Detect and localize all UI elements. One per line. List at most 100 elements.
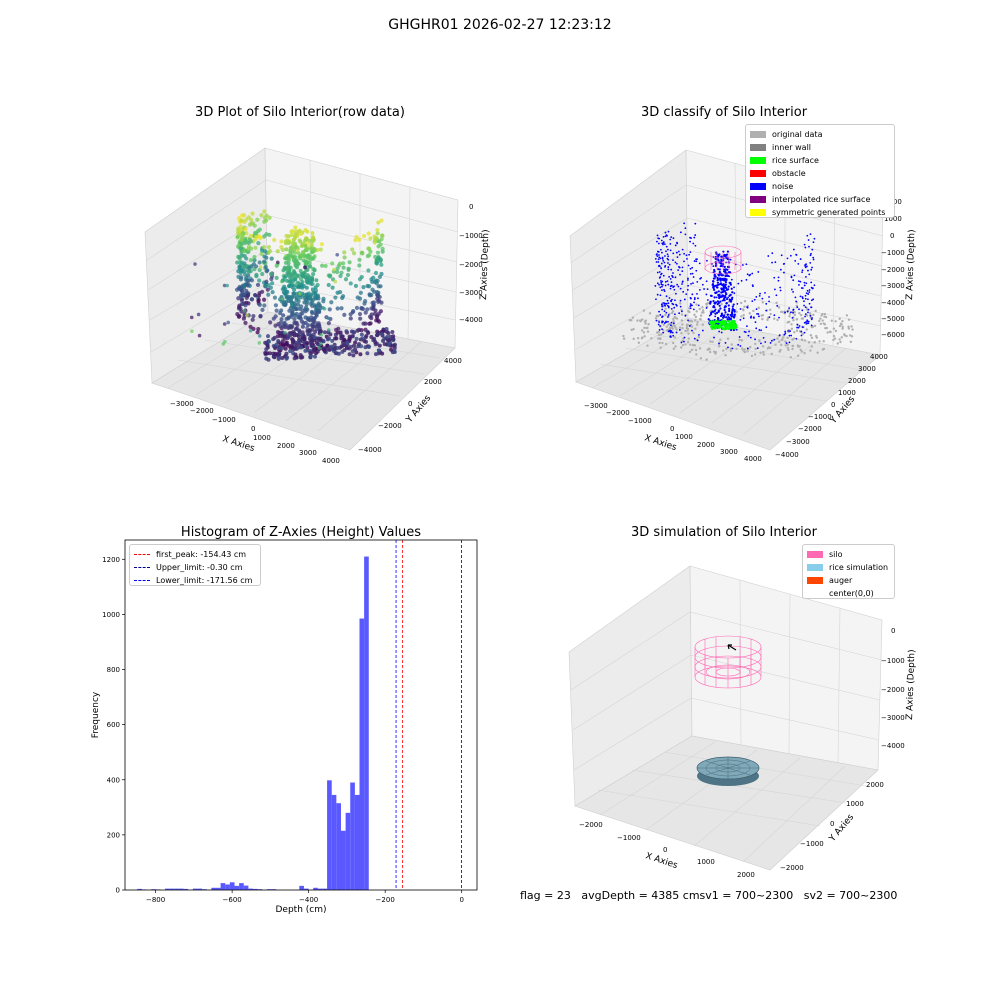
raw-point bbox=[253, 245, 258, 250]
classify-point bbox=[661, 256, 664, 259]
classify-point bbox=[662, 241, 665, 243]
classify-point bbox=[669, 249, 672, 252]
raw-point bbox=[245, 293, 250, 298]
classify-point bbox=[681, 283, 683, 285]
classify-point bbox=[727, 296, 730, 299]
classify-point bbox=[795, 329, 799, 332]
histogram-bar bbox=[197, 888, 203, 890]
classify-point bbox=[841, 320, 844, 323]
raw-point bbox=[339, 270, 344, 275]
classify-ytick: −3000 bbox=[786, 438, 810, 446]
classify-point bbox=[658, 283, 660, 286]
panel-histogram: Histogram of Z-Axies (Height) Values −80… bbox=[91, 525, 478, 915]
classify-point bbox=[764, 291, 766, 294]
classify-point bbox=[669, 243, 672, 245]
classify-point bbox=[659, 276, 662, 278]
classify-point bbox=[724, 281, 728, 284]
classify-xtick: 4000 bbox=[744, 455, 762, 463]
classify-point bbox=[662, 331, 665, 334]
classify-point bbox=[727, 285, 730, 288]
raw-point bbox=[318, 247, 323, 252]
raw-point bbox=[290, 229, 295, 234]
sim-ytick: 2000 bbox=[866, 781, 884, 789]
raw-point bbox=[375, 231, 380, 236]
classify-point bbox=[656, 253, 658, 255]
classify-point bbox=[754, 338, 756, 341]
raw-point bbox=[264, 268, 269, 274]
raw-point bbox=[261, 297, 267, 302]
classify-point bbox=[743, 348, 746, 351]
classify-point bbox=[642, 309, 646, 312]
classify-point bbox=[790, 323, 793, 326]
legend-item: auger bbox=[807, 574, 890, 587]
classify-ytick: 3000 bbox=[858, 365, 876, 373]
raw-point bbox=[268, 272, 274, 277]
classify-point bbox=[676, 283, 679, 286]
classify-point bbox=[759, 351, 762, 354]
histogram-x-ticks: −800 −600 −400 −200 0 bbox=[146, 890, 464, 904]
raw-point bbox=[248, 222, 253, 227]
classify-point bbox=[715, 252, 718, 255]
raw-point bbox=[253, 293, 258, 298]
classify-point bbox=[773, 276, 776, 279]
classify-point bbox=[692, 282, 694, 285]
classify-point bbox=[729, 322, 732, 326]
classify-point bbox=[659, 286, 662, 289]
classify-point bbox=[810, 286, 813, 289]
classify-point bbox=[726, 313, 729, 316]
classify-point bbox=[729, 328, 733, 332]
classify-point bbox=[708, 348, 711, 351]
classify-point bbox=[756, 347, 759, 350]
classify-point bbox=[659, 337, 662, 341]
histogram-reference-lines bbox=[395, 540, 462, 890]
classify-point bbox=[816, 351, 819, 354]
classify-point bbox=[661, 289, 663, 292]
raw-point bbox=[292, 332, 297, 337]
classify-point bbox=[758, 338, 761, 342]
raw-point bbox=[293, 263, 298, 268]
histogram-bar bbox=[253, 888, 258, 890]
raw-point bbox=[363, 310, 368, 315]
classify-point bbox=[805, 263, 808, 266]
raw-point bbox=[241, 248, 247, 254]
classify-point bbox=[643, 335, 646, 338]
classify-point bbox=[756, 312, 758, 315]
raw-point bbox=[354, 305, 360, 310]
raw-point bbox=[378, 309, 384, 314]
classify-point bbox=[840, 336, 843, 339]
raw-point bbox=[264, 213, 269, 218]
raw-point bbox=[301, 321, 306, 326]
raw-point bbox=[302, 334, 307, 339]
legend-label: silo bbox=[829, 550, 843, 559]
raw-point bbox=[312, 354, 317, 359]
classify-point bbox=[788, 312, 792, 315]
classify-point bbox=[788, 315, 791, 318]
classify-point bbox=[805, 292, 808, 295]
classify-point bbox=[823, 323, 827, 326]
raw-point bbox=[367, 284, 372, 289]
raw-point bbox=[379, 300, 384, 305]
raw-point bbox=[310, 338, 315, 343]
classify-point bbox=[754, 347, 757, 351]
raw-point bbox=[322, 330, 327, 335]
classify-point bbox=[699, 289, 701, 291]
raw-point bbox=[375, 296, 380, 302]
classify-point bbox=[665, 328, 669, 332]
raw-point bbox=[293, 234, 298, 239]
legend-item: inner wall bbox=[750, 141, 890, 154]
raw-point bbox=[189, 315, 194, 320]
classify-point bbox=[801, 332, 805, 336]
raw-point bbox=[335, 266, 340, 271]
classify-point bbox=[687, 279, 689, 281]
raw-point bbox=[371, 300, 377, 305]
classify-point bbox=[803, 321, 806, 324]
legend-label: original data bbox=[772, 130, 823, 139]
classify-point bbox=[656, 234, 659, 237]
classify-point bbox=[813, 341, 816, 344]
classify-point bbox=[848, 334, 852, 337]
raw-point bbox=[337, 290, 343, 295]
classify-point bbox=[740, 315, 743, 318]
classify-point bbox=[688, 325, 691, 327]
raw-point bbox=[294, 297, 299, 302]
classify-point bbox=[814, 309, 817, 313]
